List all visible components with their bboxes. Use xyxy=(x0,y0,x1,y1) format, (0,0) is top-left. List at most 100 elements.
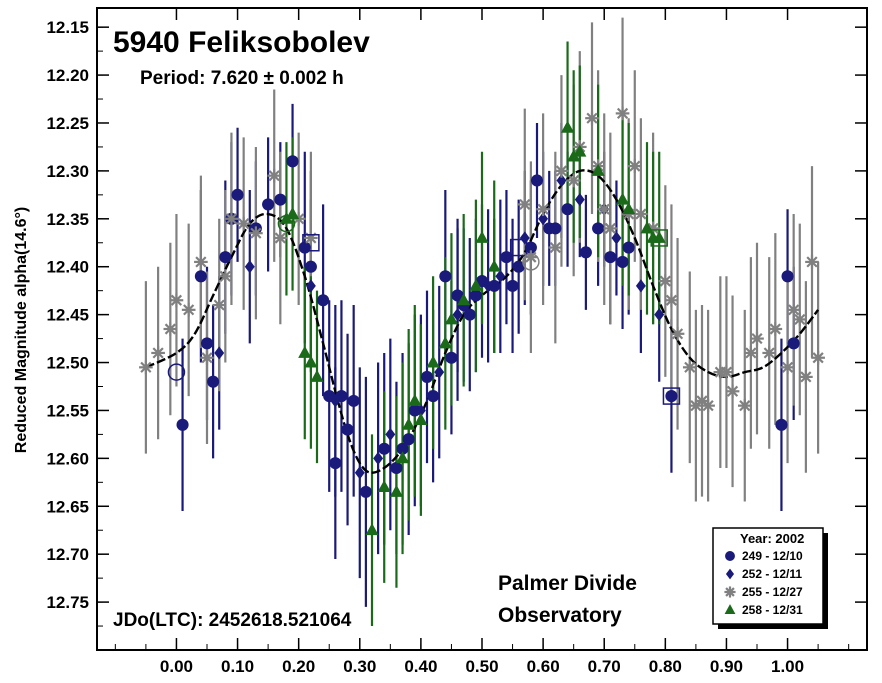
point-star xyxy=(682,360,697,375)
point-triangle xyxy=(377,479,391,493)
point-star xyxy=(725,384,740,399)
outlier-markers xyxy=(167,214,681,405)
star-stroke xyxy=(250,227,262,239)
star-stroke xyxy=(219,270,231,282)
outlier-square xyxy=(509,238,528,257)
legend-items: 249 - 12/10 252 - 12/11 255 - 12/27 258 - 1… xyxy=(724,549,803,617)
point-star xyxy=(658,274,673,288)
y-tick-label: 12.40 xyxy=(46,258,89,277)
point-triangle xyxy=(438,336,452,349)
point-star xyxy=(566,173,581,188)
point-diamond xyxy=(654,308,665,322)
point-triangle xyxy=(414,412,428,425)
legend-marker-circle xyxy=(725,551,735,561)
point-diamond xyxy=(330,394,341,408)
outlier-square xyxy=(650,229,668,247)
observatory-line-1: Palmer Divide xyxy=(498,572,637,595)
point-star xyxy=(744,346,758,360)
point-circle xyxy=(317,294,330,307)
point-circle xyxy=(604,251,617,264)
point-circle xyxy=(347,394,360,407)
point-star xyxy=(267,168,282,183)
point-circle xyxy=(207,375,220,388)
y-tick-label: 12.25 xyxy=(46,114,89,133)
star-stroke xyxy=(616,107,629,120)
point-diamond xyxy=(538,212,549,226)
star-stroke xyxy=(170,294,183,306)
point-triangle xyxy=(469,278,483,291)
point-circle xyxy=(665,390,678,403)
point-triangle xyxy=(298,345,312,358)
point-circle xyxy=(286,155,299,168)
y-tick-label: 12.55 xyxy=(46,401,89,420)
star-stroke xyxy=(568,174,580,187)
y-tick-label: 12.75 xyxy=(46,593,89,612)
star-stroke xyxy=(812,352,824,364)
star-stroke xyxy=(725,587,735,597)
point-triangle xyxy=(560,120,575,133)
point-circle xyxy=(524,241,537,254)
star-stroke xyxy=(739,400,751,412)
point-circle xyxy=(451,289,464,302)
point-circle xyxy=(439,270,452,283)
point-star xyxy=(811,350,825,365)
point-star xyxy=(634,207,648,221)
point-circle xyxy=(616,255,629,268)
star-stroke xyxy=(268,170,280,182)
point-star xyxy=(719,365,734,379)
point-triangle xyxy=(365,523,379,536)
point-diamond xyxy=(495,269,506,283)
point-star xyxy=(151,346,165,360)
point-triangle xyxy=(304,355,318,368)
y-axis-label: Reduced Magnitude alpha(14.6°) xyxy=(13,207,30,453)
point-star xyxy=(548,240,563,255)
point-circle xyxy=(469,289,482,302)
star-stroke xyxy=(806,256,818,268)
y-tick-label: 12.35 xyxy=(46,210,89,229)
point-triangle xyxy=(615,192,630,205)
legend: Year: 2002 249 - 12/10 252 - 12/11 255 - 1… xyxy=(712,527,828,629)
point-star xyxy=(762,346,777,360)
point-star xyxy=(750,331,764,346)
point-circle xyxy=(274,193,287,206)
star-stroke xyxy=(726,385,739,397)
point-diamond xyxy=(244,260,255,274)
point-star xyxy=(200,350,214,365)
point-circle xyxy=(622,241,635,254)
star-stroke xyxy=(201,352,213,364)
star-stroke xyxy=(635,208,647,220)
x-tick-label: 0.10 xyxy=(221,657,254,676)
star-stroke xyxy=(665,294,678,306)
point-star xyxy=(597,202,612,217)
point-star xyxy=(139,360,153,375)
point-circle xyxy=(500,251,513,264)
point-circle xyxy=(463,308,476,321)
point-triangle xyxy=(457,293,471,306)
point-diamond xyxy=(305,279,316,293)
point-diamond xyxy=(519,231,530,245)
legend-marker-diamond xyxy=(725,568,735,580)
point-diamond xyxy=(354,466,365,480)
point-star xyxy=(737,398,752,413)
point-diamond xyxy=(574,193,585,207)
y-tick-label: 12.20 xyxy=(46,66,89,85)
outlier-circle xyxy=(522,253,540,271)
point-triangle xyxy=(444,312,459,325)
point-star xyxy=(670,326,685,341)
star-stroke xyxy=(684,361,696,373)
y-axis-ticks: 12.15 12.20 12.25 12.30 12.35 12.40 12.45 12.50… xyxy=(46,18,867,627)
point-star xyxy=(792,312,807,327)
point-triangle xyxy=(640,221,654,234)
point-triangle xyxy=(408,393,422,406)
point-circle xyxy=(176,418,189,431)
star-stroke xyxy=(238,217,250,230)
star-stroke xyxy=(586,112,598,124)
point-circle xyxy=(506,279,519,292)
point-triangle xyxy=(475,230,489,243)
star-stroke xyxy=(751,332,763,345)
point-triangle xyxy=(487,259,501,272)
star-stroke xyxy=(183,304,195,316)
point-circle xyxy=(231,188,244,201)
legend-title: Year: 2002 xyxy=(740,531,804,546)
point-triangle xyxy=(310,369,324,382)
